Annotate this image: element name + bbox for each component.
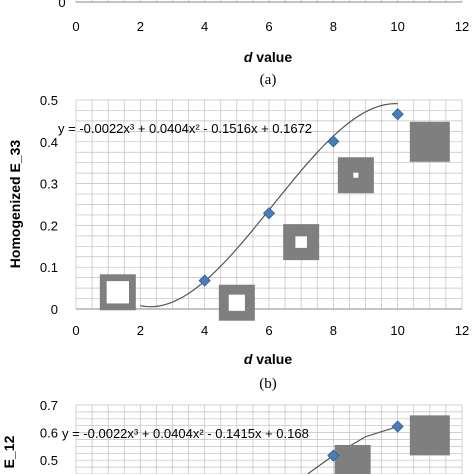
inset-cell-illustration [283,224,320,261]
data-point [327,135,340,148]
y-tick-label: 0.5 [40,93,58,108]
data-point [391,108,404,121]
panel-a-x-ticks: 0 2 4 6 8 10 12 [72,19,469,34]
y-tick-label: 0.5 [40,453,58,468]
panel-b-y-axis-title: Homogenized E_33 [7,140,23,269]
inset-hole [228,294,245,311]
x-tick-label: 2 [137,19,144,34]
x-tick-label: 0 [72,19,79,34]
inset-cell-illustration [218,284,255,321]
y-tick-label: 0.1 [40,260,58,275]
panel-a-caption: (a) [260,72,277,88]
panel-b-insets [99,121,450,321]
inset-hole [295,236,307,248]
inset-solid-square [409,121,450,162]
panel-b-grid [75,99,463,310]
panel-c-points [327,420,404,462]
panel-b-y-ticks: 0 0.1 0.2 0.3 0.4 0.5 [40,93,58,317]
inset-hole [353,172,359,178]
panel-a: 0 0 2 4 6 8 10 12 d value (a) [58,0,469,88]
x-tick-label: 6 [265,323,272,338]
x-tick-label: 8 [330,19,337,34]
inset-cell-illustration [409,121,450,162]
y-tick-label: 0.4 [40,135,58,150]
inset-solid-square [409,415,450,456]
y-tick-label: 0.6 [40,426,58,441]
panel-a-y-tick: 0 [58,0,65,10]
y-tick-label: 0.2 [40,218,58,233]
x-tick-label: 0 [72,323,79,338]
panel-b: 0 0.1 0.2 0.3 0.4 0.5 0 2 4 6 8 10 12 Homogenized E… [7,93,469,392]
x-tick-label: 12 [455,323,469,338]
panel-b-trendline-equation: y = -0.0022x³ + 0.0404x² - 0.1516x + 0.1… [58,121,312,136]
x-tick-label: 4 [201,323,208,338]
x-tick-label: 12 [455,19,469,34]
panel-b-caption: (b) [259,376,277,392]
y-tick-label: 0.7 [40,398,58,413]
y-tick-label: 0.3 [40,177,58,192]
x-tick-label: 10 [390,19,404,34]
inset-cell-illustration [337,157,374,194]
panel-c-insets [334,415,450,474]
panel-b-points [198,108,404,287]
panel-c-trendline-equation: y = -0.0022x³ + 0.0404x² - 0.1415x + 0.1… [62,426,309,441]
panel-c-y-axis-title: E_12 [1,435,17,468]
data-point [262,207,276,220]
x-tick-label: 4 [201,19,208,34]
x-tick-label: 2 [137,323,144,338]
panel-c-y-ticks: 0.5 0.6 0.7 [40,398,58,468]
panel-a-x-axis-title: d value [244,49,292,65]
panel-b-x-ticks: 0 2 4 6 8 10 12 [72,323,469,338]
data-point [327,449,340,462]
panel-c: 0.5 0.6 0.7 E_12 y = -0.0022x³ + 0.0404x² … [1,398,463,474]
x-tick-label: 10 [390,323,404,338]
inset-outer-square [334,444,371,474]
x-tick-label: 6 [265,19,272,34]
inset-cell-illustration [99,274,136,311]
data-point [198,274,211,287]
data-point [391,420,404,433]
y-tick-label: 0 [51,302,58,317]
panel-b-x-axis-title: d value [244,351,292,367]
x-tick-label: 8 [330,323,337,338]
inset-hole [106,281,129,304]
